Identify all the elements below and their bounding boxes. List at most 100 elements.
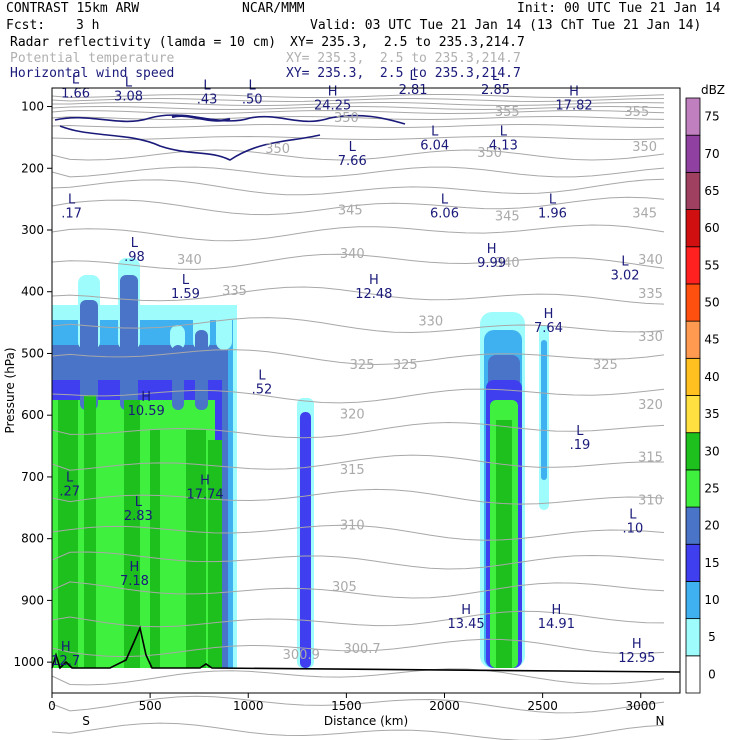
echo-tower [172, 345, 184, 410]
colorbar-swatch [685, 209, 701, 248]
wind-extremum-letter: L [492, 69, 500, 84]
theta-label: 350 [632, 140, 657, 155]
wind-extremum-value: .17 [61, 207, 82, 222]
x-end-label-right: N [656, 714, 665, 728]
x-tick-label: 2500 [527, 699, 558, 713]
axes: 100 200 300 400 500 600 700 800 900 1000 0 500 1000 1… [3, 87, 681, 728]
wind-extremum-letter: L [441, 193, 449, 208]
theta-contour [51, 524, 665, 541]
colorbar-level-label: 45 [704, 333, 719, 347]
theta-contour [51, 668, 665, 686]
wind-extremum-value: 6.06 [430, 207, 459, 222]
wind-extremum-value: 12.48 [355, 287, 392, 302]
theta-contour [51, 253, 665, 270]
colorbar-swatch [685, 469, 701, 508]
wind-extremum-letter: L [500, 125, 508, 140]
colorbar-swatch [685, 432, 701, 471]
wind-extremum-value: 4.13 [489, 139, 518, 154]
theta-contour [51, 349, 665, 366]
x-tick-label: 500 [139, 699, 162, 713]
wind-extremum-value: .50 [242, 92, 263, 107]
y-tick-label: 700 [21, 470, 44, 484]
colorbar-level-label: 20 [704, 519, 719, 533]
theta-contour [51, 317, 665, 334]
echo-core [186, 430, 206, 668]
y-tick-label: 1000 [13, 655, 44, 669]
theta-label: 300.7 [343, 642, 380, 657]
colorbar-swatch [685, 655, 701, 694]
x-axis-label: Distance (km) [324, 714, 408, 728]
theta-contour [51, 388, 665, 404]
x-tick-label: 1000 [233, 699, 264, 713]
wind-contours [54, 114, 406, 161]
x-tick-label: 3000 [625, 699, 656, 713]
theta-contour [51, 224, 665, 242]
theta-label: 330 [418, 315, 443, 330]
theta-contour [51, 105, 665, 111]
theta-contour [51, 421, 665, 439]
wind-extremum-value: 7.18 [120, 574, 149, 589]
colorbar-level-label: 10 [704, 593, 719, 607]
wind-extremum-value: 14.91 [538, 617, 575, 632]
theta-contour [51, 178, 665, 196]
theta-label: 340 [495, 256, 520, 271]
field-name-wind: Horizontal wind speed [10, 66, 175, 81]
plot-frame [51, 87, 681, 694]
colorbar-level-label: 25 [704, 481, 719, 495]
colorbar-level-label: 70 [704, 147, 719, 161]
theta-contour [51, 97, 665, 103]
wind-extremum-value: .52 [252, 383, 273, 398]
init-time: Init: 00 UTC Tue 21 Jan 14 [517, 1, 721, 16]
y-tick-label: 200 [21, 161, 44, 175]
wind-extremum-letter: H [369, 273, 379, 288]
x-tick-label: 2000 [429, 699, 460, 713]
wind-extremum-letter: L [125, 75, 133, 90]
wind-extremum-value: 7.64 [534, 321, 563, 336]
y-tick-label: 600 [21, 408, 44, 422]
theta-label: 345 [632, 207, 657, 222]
colorbar-swatch [685, 283, 701, 322]
echo-core [150, 430, 160, 668]
wind-extremum-value: 3.08 [114, 89, 143, 104]
wind-extremum-value: .98 [124, 250, 145, 265]
wind-extremum-letter: L [576, 424, 584, 439]
wind-extremum-letter: H [141, 390, 151, 405]
theta-contour [51, 93, 665, 99]
field-xy-wind: XY= 235.3, 2.5 to 235.3,214.7 [286, 66, 521, 81]
theta-label: 340 [177, 253, 202, 268]
colorbar-swatch [685, 395, 701, 434]
colorbar-level-label: 5 [708, 630, 716, 644]
theta-contour [51, 135, 665, 141]
wind-extremum-value: 17.74 [186, 488, 223, 503]
y-tick-label: 300 [21, 223, 44, 237]
theta-contour [51, 454, 665, 471]
theta-contour [51, 115, 665, 121]
theta-contour [51, 123, 665, 129]
theta-label: 340 [638, 253, 663, 268]
wind-extremum-letter: L [549, 193, 557, 208]
field-xy-reflectivity: XY= 235.3, 2.5 to 235.3,214.7 [290, 35, 525, 50]
field-name-theta: Potential temperature [10, 51, 175, 66]
x-end-label-left: S [82, 714, 90, 728]
colorbar-level-label: 50 [704, 296, 719, 310]
colorbar-level-label: 65 [704, 184, 719, 198]
echo-column [300, 412, 311, 668]
wind-extremum-value: 6.04 [420, 139, 449, 154]
terrain-line [51, 625, 681, 673]
colorbar-unit: dBZ [701, 83, 725, 97]
fcst-label: Fcst: [6, 18, 46, 33]
colorbar-level-label: 0 [708, 667, 716, 681]
wind-extremum-value: 1.59 [171, 287, 200, 302]
wind-extremum-letter: L [203, 78, 211, 93]
echo-core [208, 440, 222, 668]
wind-extremum-value: 1.96 [538, 207, 567, 222]
wind-extremum-letter: H [61, 640, 71, 655]
theta-label: 325 [593, 358, 618, 373]
theta-label: 300.9 [283, 648, 320, 663]
wind-extremum-letter: L [131, 236, 139, 251]
theta-contour [52, 101, 665, 107]
colorbar-swatch [685, 357, 701, 396]
wind-extremum-letter: L [182, 273, 190, 288]
colorbar-swatch [685, 506, 701, 545]
model-title: CONTRAST 15km ARW [6, 1, 140, 16]
